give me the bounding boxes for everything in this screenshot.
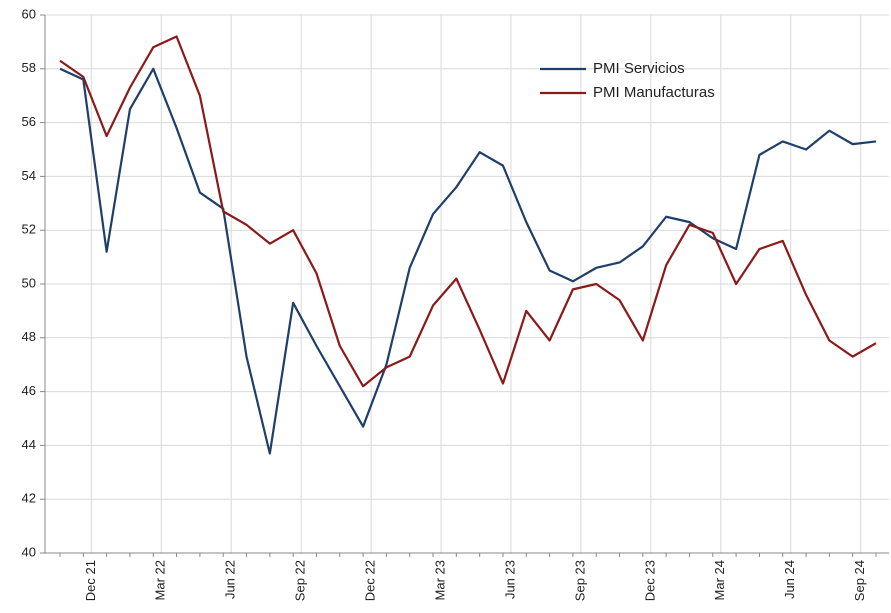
series-line bbox=[59, 67, 877, 455]
x-tick-label: Jun 24 bbox=[782, 560, 797, 599]
y-tick-label: 58 bbox=[22, 60, 36, 75]
x-tick-label: Mar 22 bbox=[153, 560, 168, 600]
y-tick-label: 60 bbox=[22, 6, 36, 21]
legend-label: PMI Servicios bbox=[593, 60, 685, 77]
y-tick-label: 46 bbox=[22, 383, 36, 398]
y-tick-label: 50 bbox=[22, 275, 36, 290]
y-tick-label: 52 bbox=[22, 222, 36, 237]
x-tick-label: Mar 23 bbox=[432, 560, 447, 600]
y-tick-label: 42 bbox=[22, 491, 36, 506]
y-tick-label: 48 bbox=[22, 329, 36, 344]
legend-label: PMI Manufacturas bbox=[593, 84, 715, 101]
x-tick-label: Sep 22 bbox=[293, 560, 308, 601]
x-tick-label: Sep 23 bbox=[572, 560, 587, 601]
x-tick-label: Sep 24 bbox=[852, 560, 867, 601]
y-tick-label: 40 bbox=[22, 544, 36, 559]
x-tick-label: Dec 22 bbox=[363, 560, 378, 601]
y-tick-label: 44 bbox=[22, 437, 36, 452]
series-line bbox=[59, 35, 877, 388]
x-tick-label: Jun 22 bbox=[223, 560, 238, 599]
x-tick-label: Dec 21 bbox=[83, 560, 98, 601]
y-tick-label: 54 bbox=[22, 168, 36, 183]
x-tick-label: Jun 23 bbox=[502, 560, 517, 599]
x-tick-label: Dec 23 bbox=[642, 560, 657, 601]
x-tick-label: Mar 24 bbox=[712, 560, 727, 600]
y-tick-label: 56 bbox=[22, 114, 36, 129]
